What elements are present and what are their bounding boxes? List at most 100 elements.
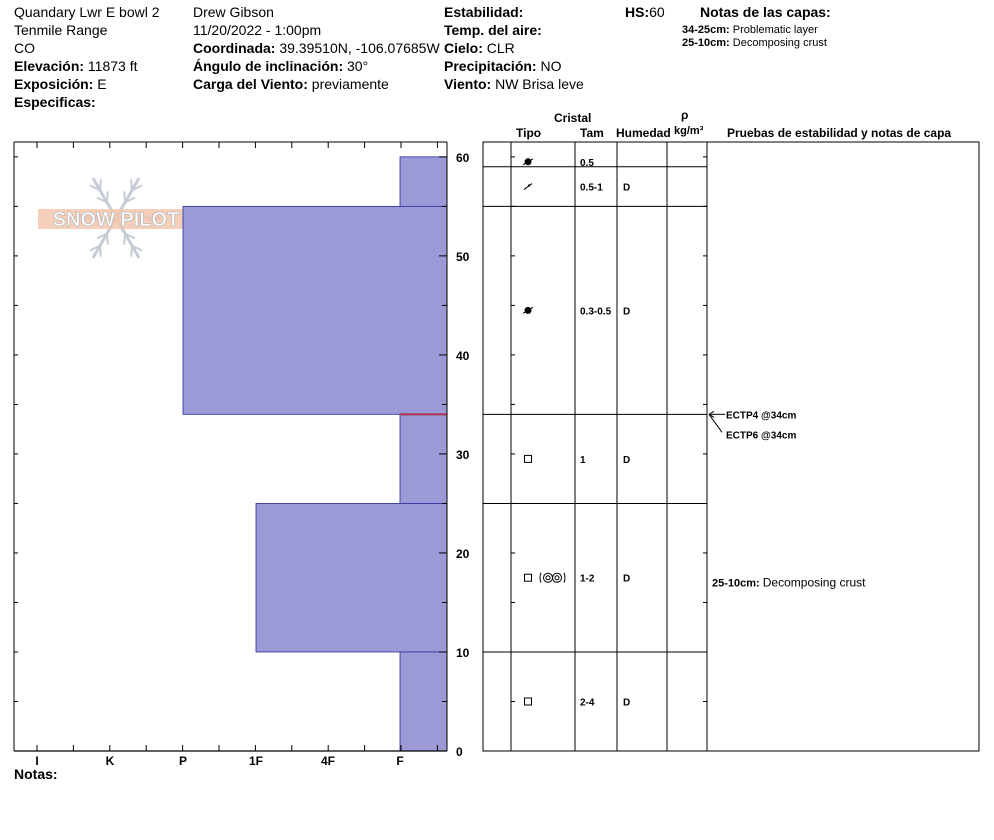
snowflake-branch	[99, 179, 102, 191]
state: CO	[14, 40, 35, 56]
hs-value: 60	[649, 4, 665, 20]
faceted-icon	[524, 697, 532, 706]
stability-label: Estabilidad:	[444, 4, 524, 20]
x-tick-label: K	[106, 754, 115, 768]
test-arrow-line	[708, 414, 723, 433]
aspect-label: Exposición:	[14, 76, 94, 92]
header-cristal: Cristal	[554, 111, 592, 125]
specifics-label: Especificas:	[14, 94, 96, 110]
rounding-grains-icon	[522, 158, 534, 166]
y-tick-label: 50	[456, 250, 470, 264]
layer-grain-size: 1	[580, 455, 586, 466]
notes-label: Notas:	[14, 766, 58, 782]
wind-value: NW Brisa leve	[495, 76, 584, 92]
logo-band	[38, 209, 192, 229]
snowflake-branch	[123, 191, 126, 203]
snowflake-branch	[124, 232, 136, 240]
y-tick-label: 10	[456, 646, 470, 660]
header-humedad: Humedad	[616, 126, 671, 140]
y-tick-label: 40	[456, 349, 470, 363]
precip-value: NO	[540, 58, 562, 74]
layer-grain-size: 2-4	[580, 697, 595, 708]
faceted-icon	[524, 454, 532, 463]
snowflake-branch	[124, 196, 136, 204]
snowflake-branch	[131, 184, 143, 192]
layer-grain-size: 0.5-1	[580, 183, 603, 194]
melt-freeze-inner-icon	[545, 575, 551, 581]
decomposing-fragments-icon	[523, 183, 533, 190]
layer-moisture: D	[623, 697, 630, 708]
melt-freeze-outer-icon	[552, 572, 562, 583]
hardness-bar	[255, 503, 448, 653]
snowflake-branch	[96, 196, 108, 204]
y-tick-label: 60	[456, 151, 470, 165]
observation-datetime: 11/20/2022 - 1:00pm	[193, 22, 322, 38]
x-tick-label: I	[35, 754, 38, 768]
rounded-grain-stroke	[522, 306, 534, 314]
mountain-range: Tenmile Range	[14, 22, 108, 38]
layer-table: 0.5 0.5-1 D 0.3-0.5 D 1 D 1-2 D 2-4 D ECTP4 @34cm EC…	[482, 141, 980, 752]
layer-comment-range: 25-10cm:	[712, 578, 763, 590]
header-rho: ρ	[681, 108, 689, 122]
rounded-grain-stroke	[522, 158, 534, 166]
fragment-stroke	[523, 183, 533, 190]
x-tick-label: F	[396, 754, 403, 768]
header-density-unit: kg/m³	[674, 125, 704, 137]
coordinate-value: 39.39510N, -106.07685W	[279, 40, 440, 56]
incline-label: Ángulo de inclinación:	[193, 58, 344, 74]
y-tick-label: 30	[456, 448, 470, 462]
melt-freeze-bracket	[563, 572, 566, 583]
melt-freeze-inner-icon	[554, 575, 560, 581]
header-tam: Tam	[580, 126, 604, 140]
y-tick-label: 0	[456, 745, 463, 759]
layer-grain-size: 0.3-0.5	[580, 306, 612, 317]
snowflake-branch	[89, 184, 101, 192]
snowflake-branch	[131, 244, 143, 252]
hardness-bar	[182, 205, 448, 415]
wind-load-label: Carga del Viento:	[193, 76, 308, 92]
snowflake-branch	[123, 233, 126, 245]
layer-comment: 25-10cm: Decomposing crust	[712, 576, 866, 590]
snowflake-branch	[106, 233, 109, 245]
air-temp-label: Temp. del aire:	[444, 22, 542, 38]
coordinate-label: Coordinada:	[193, 40, 276, 56]
snow-pilot-logo: SNOW PILOT	[38, 177, 192, 259]
hardness-profile	[182, 156, 448, 752]
observer-name: Drew Gibson	[193, 4, 274, 20]
melt-freeze-outer-icon	[543, 572, 553, 583]
layer-note-range: 25-10cm:	[682, 37, 730, 49]
fragment-dot	[527, 184, 531, 187]
logo-wordmark: SNOW PILOT	[53, 209, 180, 231]
layer-comment-text: Decomposing crust	[763, 576, 866, 590]
sky-value: CLR	[486, 40, 515, 56]
layer-moisture: D	[623, 306, 630, 317]
layer-moisture: D	[623, 183, 630, 194]
y-tick-label: 20	[456, 547, 470, 561]
x-tick-label: 4F	[321, 754, 335, 768]
wind-load-value: previamente	[311, 76, 389, 92]
hs-label: HS:	[625, 4, 650, 20]
layer-note-range: 34-25cm:	[682, 24, 730, 36]
incline-value: 30°	[347, 58, 369, 74]
stability-test-label: ECTP6 @34cm	[726, 430, 796, 441]
hardness-bar	[399, 156, 448, 207]
site-name: Quandary Lwr E bowl 2	[14, 4, 160, 20]
faceted-crystal-icon	[524, 454, 532, 463]
layer-note-text: Problematic layer	[732, 24, 818, 36]
faceted-crystal-icon	[524, 573, 532, 582]
snowflake-branch	[99, 245, 102, 257]
hardness-axes: 0 10 20 30 40 50 60 I K P 1F 4F F	[13, 141, 470, 768]
x-tick-label: 1F	[249, 754, 263, 768]
melt-freeze-bracket	[539, 572, 542, 583]
rounding-grains-icon	[522, 306, 534, 314]
header-tests: Pruebas de estabilidad y notas de capa	[727, 126, 952, 140]
faceted-crystal-icon	[524, 697, 532, 706]
hardness-bar	[399, 413, 448, 504]
snowflake-branch	[130, 179, 133, 191]
elevation-label: Elevación:	[14, 58, 85, 74]
elevation-value: 11873 ft	[87, 58, 138, 74]
x-tick-label: P	[179, 754, 187, 768]
snowflake-branch	[96, 232, 108, 240]
stability-test-label: ECTP4 @34cm	[726, 410, 796, 421]
